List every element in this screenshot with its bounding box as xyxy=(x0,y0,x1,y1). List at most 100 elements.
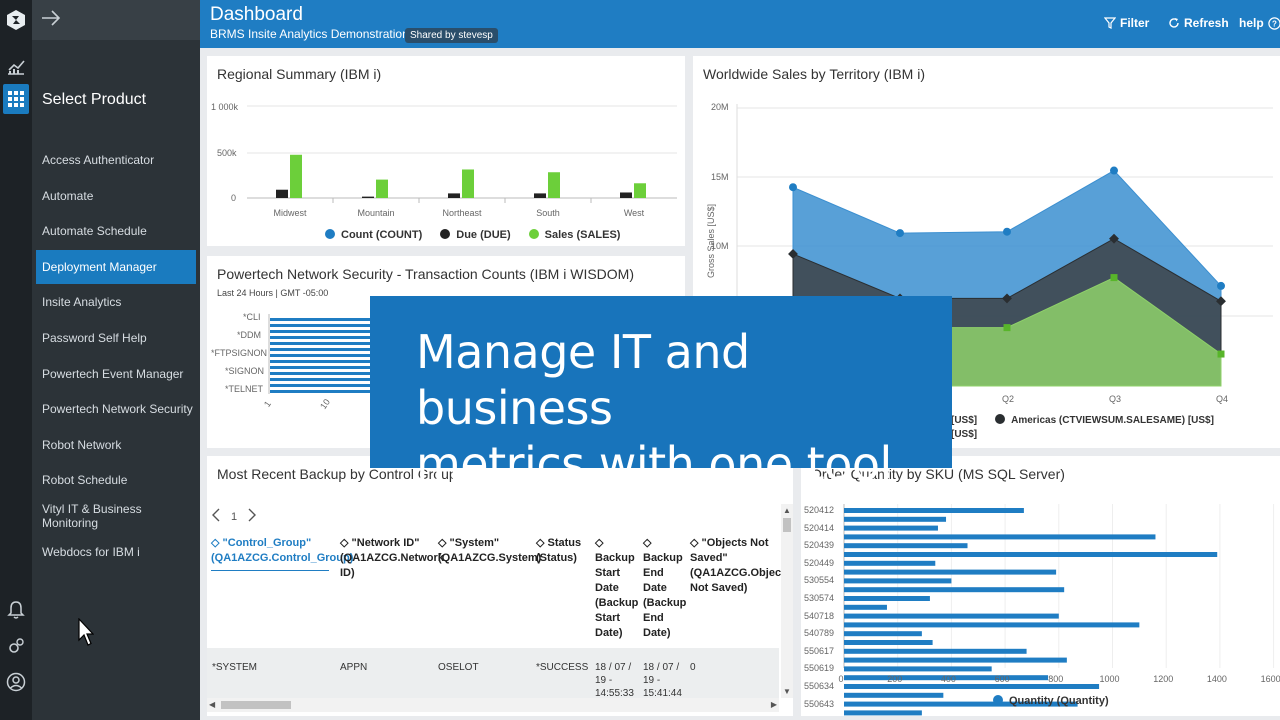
quantity-bar xyxy=(844,516,947,522)
order-quantity-panel: Order Quantity by SKU (MS SQL Server) 52… xyxy=(801,456,1280,716)
quantity-bar xyxy=(844,675,1049,681)
scroll-thumb[interactable] xyxy=(221,701,291,709)
col-end-date[interactable]: ◇ Backup End Date (Backup End Date) xyxy=(643,537,687,639)
panel-title: Powertech Network Security - Transaction… xyxy=(217,266,634,282)
legend-fragment-c: [US$] xyxy=(951,429,978,440)
scroll-up-icon[interactable]: ▲ xyxy=(783,506,791,515)
data-point xyxy=(1110,166,1118,175)
y-tick: 500k xyxy=(217,148,237,158)
settings-icon[interactable] xyxy=(4,634,28,658)
prev-page-icon[interactable] xyxy=(211,508,221,525)
user-icon[interactable] xyxy=(4,670,28,694)
menu-item[interactable]: Insite Analytics xyxy=(42,295,122,310)
mouse-cursor-icon xyxy=(78,617,95,653)
sort-icon: ◇ xyxy=(211,537,220,549)
menu-item[interactable]: Vityl IT & Business Monitoring xyxy=(42,502,142,530)
menu-item[interactable]: Deployment Manager xyxy=(36,249,196,284)
y-label: *FTPSIGNON xyxy=(211,348,268,358)
x-tick: 0 xyxy=(838,674,844,684)
menu-item[interactable]: Automate Schedule xyxy=(42,224,147,239)
menu-header xyxy=(32,0,200,40)
quantity-bar xyxy=(844,684,1100,689)
scroll-left-icon[interactable]: ◀ xyxy=(209,700,216,709)
help-icon: ? xyxy=(1267,16,1280,30)
svg-text:?: ? xyxy=(1272,19,1277,28)
quantity-bar xyxy=(844,560,936,566)
quantity-bar xyxy=(844,534,1156,540)
panel-title: Regional Summary (IBM i) xyxy=(217,66,382,82)
bell-icon[interactable] xyxy=(4,598,28,622)
x-tick: Q2 xyxy=(1002,394,1015,404)
app-grid-icon[interactable] xyxy=(3,84,29,114)
y-label: 530574 xyxy=(804,593,835,603)
x-tick-label: Northeast xyxy=(442,208,482,218)
table-row[interactable]: *SYSTEM APPN OSELOT *SUCCESS 18 / 07 / 1… xyxy=(207,648,779,702)
overlay-line-1: Manage IT and business xyxy=(416,325,750,435)
y-tick: 0 xyxy=(231,193,237,203)
x-tick: Q4 xyxy=(1216,394,1229,404)
refresh-icon xyxy=(1169,18,1179,28)
horizontal-scrollbar[interactable]: ◀ ▶ xyxy=(207,698,779,712)
sort-icon: ◇ xyxy=(595,537,604,549)
x-tick-label: Midwest xyxy=(273,208,307,218)
col-control-group[interactable]: ◇ "Control_Group" (QA1AZCG.Control_Group… xyxy=(211,536,353,571)
sort-icon: ◇ xyxy=(536,537,545,549)
panel-title: Order Quantity by SKU (MS SQL Server) xyxy=(811,466,1065,482)
data-point xyxy=(1002,293,1012,304)
menu-item[interactable]: Webdocs for IBM i xyxy=(42,544,140,559)
data-point xyxy=(1110,274,1118,282)
quantity-bar xyxy=(844,631,922,637)
due-bar xyxy=(620,192,632,198)
col-status[interactable]: ◇ Status (Status) xyxy=(536,537,582,564)
scroll-right-icon[interactable]: ▶ xyxy=(770,700,777,709)
y-label: *DDM xyxy=(237,330,261,340)
menu-item[interactable]: Robot Network xyxy=(42,437,122,452)
cell-status: *SUCCESS xyxy=(536,662,589,673)
y-label: 520412 xyxy=(804,505,835,515)
menu-item[interactable]: Powertech Event Manager xyxy=(42,366,184,381)
data-point xyxy=(896,229,904,238)
x-tick: 400 xyxy=(940,674,956,684)
y-label: 550619 xyxy=(804,663,835,674)
due-bar xyxy=(448,193,460,198)
quantity-bar xyxy=(844,596,930,601)
scroll-down-icon[interactable]: ▼ xyxy=(783,687,791,696)
data-point xyxy=(1003,324,1011,332)
icon-rail xyxy=(0,0,32,720)
analytics-icon[interactable] xyxy=(4,54,28,78)
col-network-id[interactable]: ◇ "Network ID" (QA1AZCG.Network ID) xyxy=(340,537,444,579)
x-tick-label: Mountain xyxy=(357,208,394,218)
col-system[interactable]: ◇ "System" (QA1AZCG.System) xyxy=(438,537,542,564)
backup-panel: Most Recent Backup by Control Group 1 ◇ … xyxy=(207,456,793,716)
cell-control-group: *SYSTEM xyxy=(212,662,258,673)
menu-item[interactable]: Robot Schedule xyxy=(42,473,128,488)
quantity-bar xyxy=(844,648,1027,654)
panel-title: Most Recent Backup by Control Group xyxy=(217,466,457,482)
menu-item[interactable]: Access Authenticator xyxy=(42,153,155,167)
menu-item[interactable]: Powertech Network Security xyxy=(42,402,193,417)
menu-item[interactable]: Password Self Help xyxy=(42,331,147,345)
next-page-icon[interactable] xyxy=(247,508,257,525)
dashboard-subtitle: BRMS Insite Analytics Demonstration - (1… xyxy=(210,27,435,41)
y-label: 550643 xyxy=(804,698,835,709)
refresh-button[interactable]: Refresh xyxy=(1168,16,1229,30)
logo-icon[interactable] xyxy=(4,8,28,32)
due-bar xyxy=(276,189,288,198)
quantity-bar xyxy=(844,604,887,610)
quantity-bar xyxy=(844,710,922,716)
menu-item[interactable]: Automate xyxy=(42,188,94,203)
filter-label: Filter xyxy=(1120,16,1150,30)
col-start-date[interactable]: ◇ Backup Start Date (Backup Start Date) xyxy=(595,537,639,639)
y-label: 530554 xyxy=(804,575,835,586)
due-bar xyxy=(362,196,374,198)
help-button[interactable]: help ? xyxy=(1239,16,1280,30)
data-point xyxy=(788,249,798,259)
col-objects-not-saved[interactable]: ◇ "Objects Not Saved" (QA1AZCG.Objects N… xyxy=(690,537,791,594)
arrow-right-icon[interactable] xyxy=(40,8,62,33)
x-tick: 1200 xyxy=(1153,674,1174,684)
help-label: help xyxy=(1239,16,1264,30)
scroll-thumb[interactable] xyxy=(783,518,791,532)
data-point xyxy=(1217,350,1225,358)
filter-button[interactable]: Filter xyxy=(1104,16,1149,30)
vertical-scrollbar[interactable]: ▲ ▼ xyxy=(781,504,793,698)
